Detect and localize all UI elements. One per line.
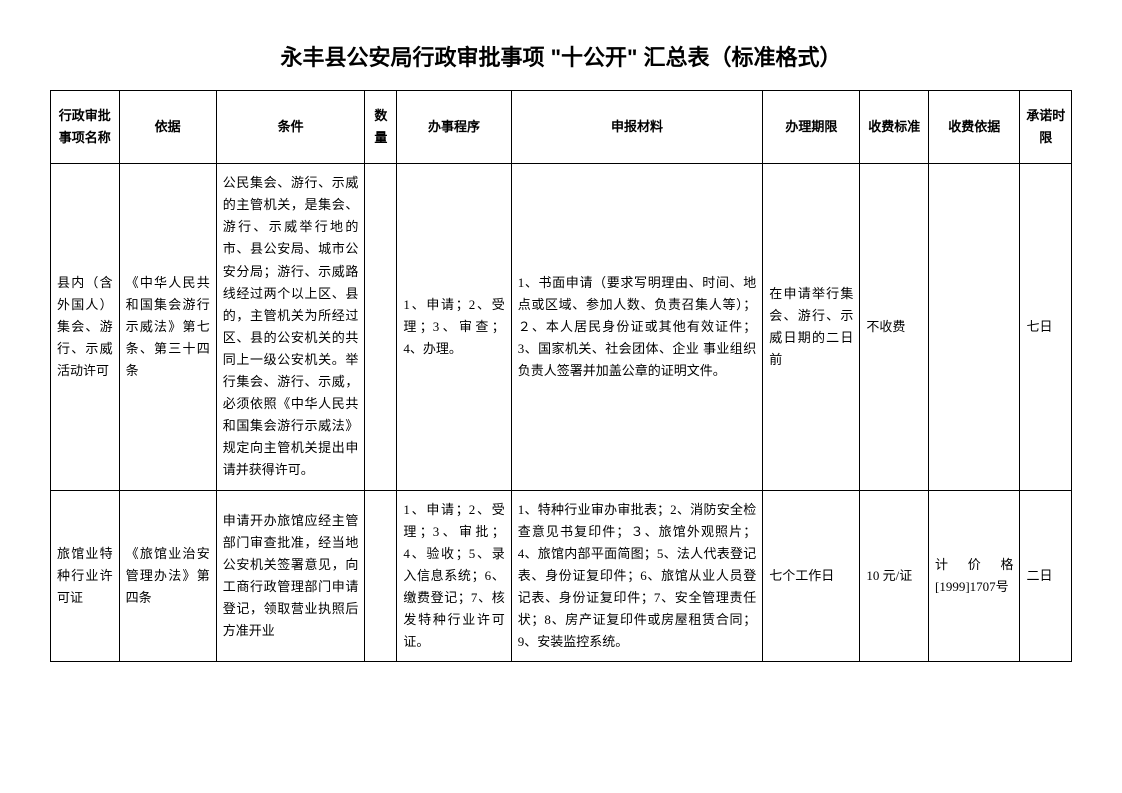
header-fee: 收费标准 xyxy=(860,91,929,164)
header-qty: 数量 xyxy=(365,91,397,164)
cell-name: 县内（含外国人）集会、游行、示威活动许可 xyxy=(51,164,120,490)
cell-deadline: 在申请举行集会、游行、示威日期的二日前 xyxy=(763,164,860,490)
table-row: 县内（含外国人）集会、游行、示威活动许可 《中华人民共和国集会游行示威法》第七条… xyxy=(51,164,1072,490)
page-title: 永丰县公安局行政审批事项 "十公开" 汇总表（标准格式） xyxy=(50,40,1072,72)
cell-basis: 《中华人民共和国集会游行示威法》第七条、第三十四条 xyxy=(119,164,216,490)
cell-procedure: 1、申请；2、受理；3、审批；4、验收；5、录入信息系统；6、缴费登记；7、核发… xyxy=(397,490,511,662)
cell-materials: 1、书面申请（要求写明理由、时间、地点或区域、参加人数、负责召集人等）；２、本人… xyxy=(511,164,763,490)
table-row: 旅馆业特种行业许可证 《旅馆业治安管理办法》第四条 申请开办旅馆应经主管部门审查… xyxy=(51,490,1072,662)
cell-basis: 《旅馆业治安管理办法》第四条 xyxy=(119,490,216,662)
cell-condition: 申请开办旅馆应经主管部门审查批准，经当地公安机关签署意见，向工商行政管理部门申请… xyxy=(216,490,365,662)
cell-procedure: 1、申请；2、受理；3、审查；4、办理。 xyxy=(397,164,511,490)
header-name: 行政审批事项名称 xyxy=(51,91,120,164)
cell-promise: 七日 xyxy=(1020,164,1072,490)
cell-feebasis: 计价格 [1999]1707号 xyxy=(929,490,1020,662)
header-promise: 承诺时限 xyxy=(1020,91,1072,164)
cell-name: 旅馆业特种行业许可证 xyxy=(51,490,120,662)
approval-summary-table: 行政审批事项名称 依据 条件 数量 办事程序 申报材料 办理期限 收费标准 收费… xyxy=(50,90,1072,662)
cell-qty xyxy=(365,490,397,662)
cell-condition: 公民集会、游行、示威的主管机关，是集会、游行、示威举行地的市、县公安局、城市公安… xyxy=(216,164,365,490)
cell-promise: 二日 xyxy=(1020,490,1072,662)
header-materials: 申报材料 xyxy=(511,91,763,164)
header-deadline: 办理期限 xyxy=(763,91,860,164)
cell-deadline: 七个工作日 xyxy=(763,490,860,662)
header-condition: 条件 xyxy=(216,91,365,164)
cell-materials: 1、特种行业审办审批表；2、消防安全检查意见书复印件；３、旅馆外观照片；4、旅馆… xyxy=(511,490,763,662)
cell-qty xyxy=(365,164,397,490)
cell-fee: 10 元/证 xyxy=(860,490,929,662)
header-feebasis: 收费依据 xyxy=(929,91,1020,164)
cell-fee: 不收费 xyxy=(860,164,929,490)
header-basis: 依据 xyxy=(119,91,216,164)
table-header-row: 行政审批事项名称 依据 条件 数量 办事程序 申报材料 办理期限 收费标准 收费… xyxy=(51,91,1072,164)
cell-feebasis xyxy=(929,164,1020,490)
header-procedure: 办事程序 xyxy=(397,91,511,164)
